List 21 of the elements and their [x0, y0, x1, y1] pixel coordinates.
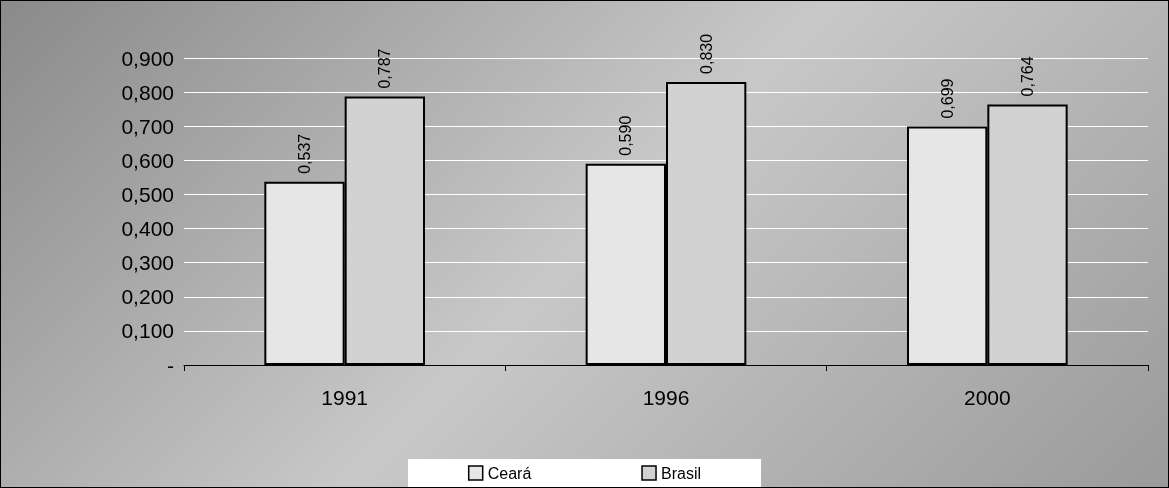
x-tick-label: 2000	[963, 386, 1011, 409]
legend-label: Brasil	[661, 464, 702, 482]
data-label: 0,537	[296, 133, 313, 174]
y-tick-label: 0,800	[121, 80, 174, 104]
data-label: 0,590	[617, 115, 635, 156]
y-tick-label: 0,500	[121, 182, 174, 206]
data-label: 0,830	[697, 33, 715, 74]
legend-label: Ceará	[487, 464, 532, 482]
y-tick-label: 0,700	[121, 114, 174, 138]
data-label: 0,787	[376, 48, 394, 89]
data-label: 0,764	[1019, 56, 1036, 97]
x-tick-label: 1991	[321, 386, 369, 409]
data-label: 0,699	[938, 78, 956, 119]
y-tick-label: 0,900	[121, 46, 174, 70]
y-tick-label: 0,200	[121, 285, 174, 309]
y-tick-label: 0,600	[121, 148, 174, 172]
x-tick-label: 1996	[642, 386, 690, 409]
y-tick-label: -	[167, 353, 174, 377]
y-tick-label: 0,400	[121, 217, 174, 241]
y-tick-label: 0,100	[121, 319, 174, 343]
y-tick-label: 0,300	[121, 251, 174, 275]
